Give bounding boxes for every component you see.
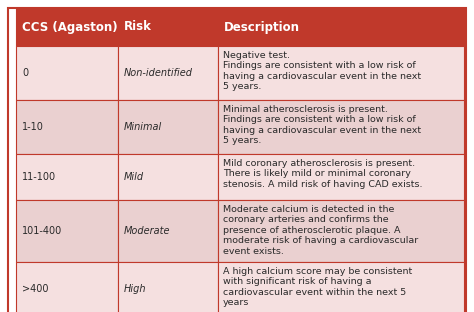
Text: Moderate calcium is detected in the
coronary arteries and confirms the
presence : Moderate calcium is detected in the coro…	[223, 205, 418, 256]
Text: Minimal: Minimal	[124, 122, 162, 132]
Text: 11-100: 11-100	[22, 172, 56, 182]
Bar	[218, 100, 464, 154]
Text: Negative test.
Findings are consistent with a low risk of
having a cardiovascula: Negative test. Findings are consistent w…	[223, 51, 421, 91]
Text: Non-identified: Non-identified	[124, 68, 193, 78]
Bar	[16, 262, 118, 312]
Bar	[118, 262, 218, 312]
Bar	[16, 154, 118, 200]
Bar	[16, 100, 118, 154]
Text: Description: Description	[224, 21, 300, 33]
Text: 0: 0	[22, 68, 28, 78]
Text: Mild: Mild	[124, 172, 144, 182]
Bar	[16, 8, 118, 46]
Text: Mild coronary atherosclerosis is present.
There is likely mild or minimal corona: Mild coronary atherosclerosis is present…	[223, 159, 422, 189]
Text: Moderate: Moderate	[124, 226, 171, 236]
Bar	[118, 200, 218, 262]
Bar	[218, 46, 464, 100]
Bar	[218, 262, 464, 312]
Bar	[118, 46, 218, 100]
Bar	[16, 200, 118, 262]
Text: High: High	[124, 284, 146, 294]
Text: 101-400: 101-400	[22, 226, 62, 236]
Bar	[118, 100, 218, 154]
Bar	[218, 154, 464, 200]
Bar	[118, 8, 218, 46]
Text: >400: >400	[22, 284, 48, 294]
Text: A high calcium score may be consistent
with significant risk of having a
cardiov: A high calcium score may be consistent w…	[223, 267, 412, 307]
Text: Risk: Risk	[124, 21, 152, 33]
Bar	[218, 200, 464, 262]
Bar	[218, 8, 464, 46]
Text: CCS (Agaston): CCS (Agaston)	[22, 21, 118, 33]
Bar	[16, 46, 118, 100]
Text: Minimal atherosclerosis is present.
Findings are consistent with a low risk of
h: Minimal atherosclerosis is present. Find…	[223, 105, 421, 145]
Bar	[118, 154, 218, 200]
Text: 1-10: 1-10	[22, 122, 44, 132]
